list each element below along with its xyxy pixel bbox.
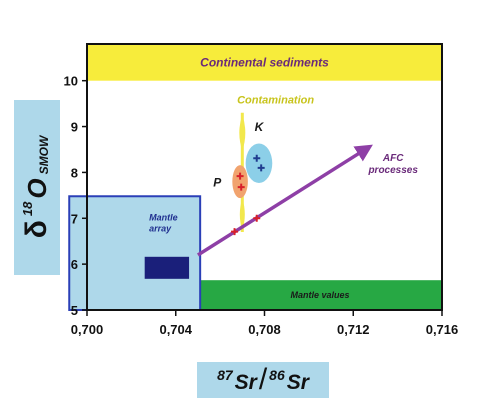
contamination-lens-upper bbox=[239, 114, 246, 151]
label-K: K bbox=[255, 120, 265, 134]
contamination-label: Contamination bbox=[237, 95, 314, 107]
data-point-P-2 bbox=[237, 183, 245, 191]
label-P: P bbox=[213, 176, 222, 190]
ylabel-box bbox=[14, 100, 60, 275]
data-point-P-1 bbox=[236, 172, 244, 180]
afc-arrow bbox=[197, 144, 373, 257]
y-tick-label-10: 10 bbox=[64, 74, 78, 89]
mantle-array-label: Mantle array bbox=[149, 213, 178, 234]
data-point-afc-2 bbox=[253, 214, 261, 222]
mantle-array-box-1 bbox=[144, 256, 190, 279]
data-point-afc-1 bbox=[231, 228, 239, 236]
region-3 bbox=[68, 195, 202, 311]
contamination-lens-lower bbox=[239, 198, 245, 231]
x-axis-label: 87Sr/86Sr bbox=[217, 363, 309, 396]
continental-sediments-label: Continental sediments bbox=[200, 55, 329, 69]
xlabel-box bbox=[197, 362, 329, 398]
x-tick-label-1: 0,700 bbox=[71, 322, 104, 337]
y-tick-label-9: 9 bbox=[71, 120, 78, 135]
x-tick-label-2: 0,704 bbox=[159, 322, 192, 337]
mantle-values-label: Mantle values bbox=[290, 290, 349, 300]
region-1 bbox=[87, 44, 442, 81]
x-tick-label-5: 0,716 bbox=[426, 322, 459, 337]
y-tick-label-7: 7 bbox=[71, 211, 78, 226]
ellipse-K bbox=[245, 143, 273, 183]
ellipse-P bbox=[232, 165, 248, 199]
data-point-K-2 bbox=[257, 164, 265, 172]
afc-processes-label: AFC processes bbox=[367, 153, 418, 176]
y-tick-label-5: 5 bbox=[71, 303, 78, 318]
x-tick-label-3: 0,708 bbox=[248, 322, 281, 337]
data-point-K-1 bbox=[253, 154, 261, 162]
y-tick-label-6: 6 bbox=[71, 257, 78, 272]
y-tick-label-8: 8 bbox=[71, 165, 78, 180]
region-2 bbox=[197, 280, 442, 310]
x-tick-label-4: 0,712 bbox=[337, 322, 370, 337]
y-axis-label: δ18OSMOW bbox=[20, 135, 53, 239]
